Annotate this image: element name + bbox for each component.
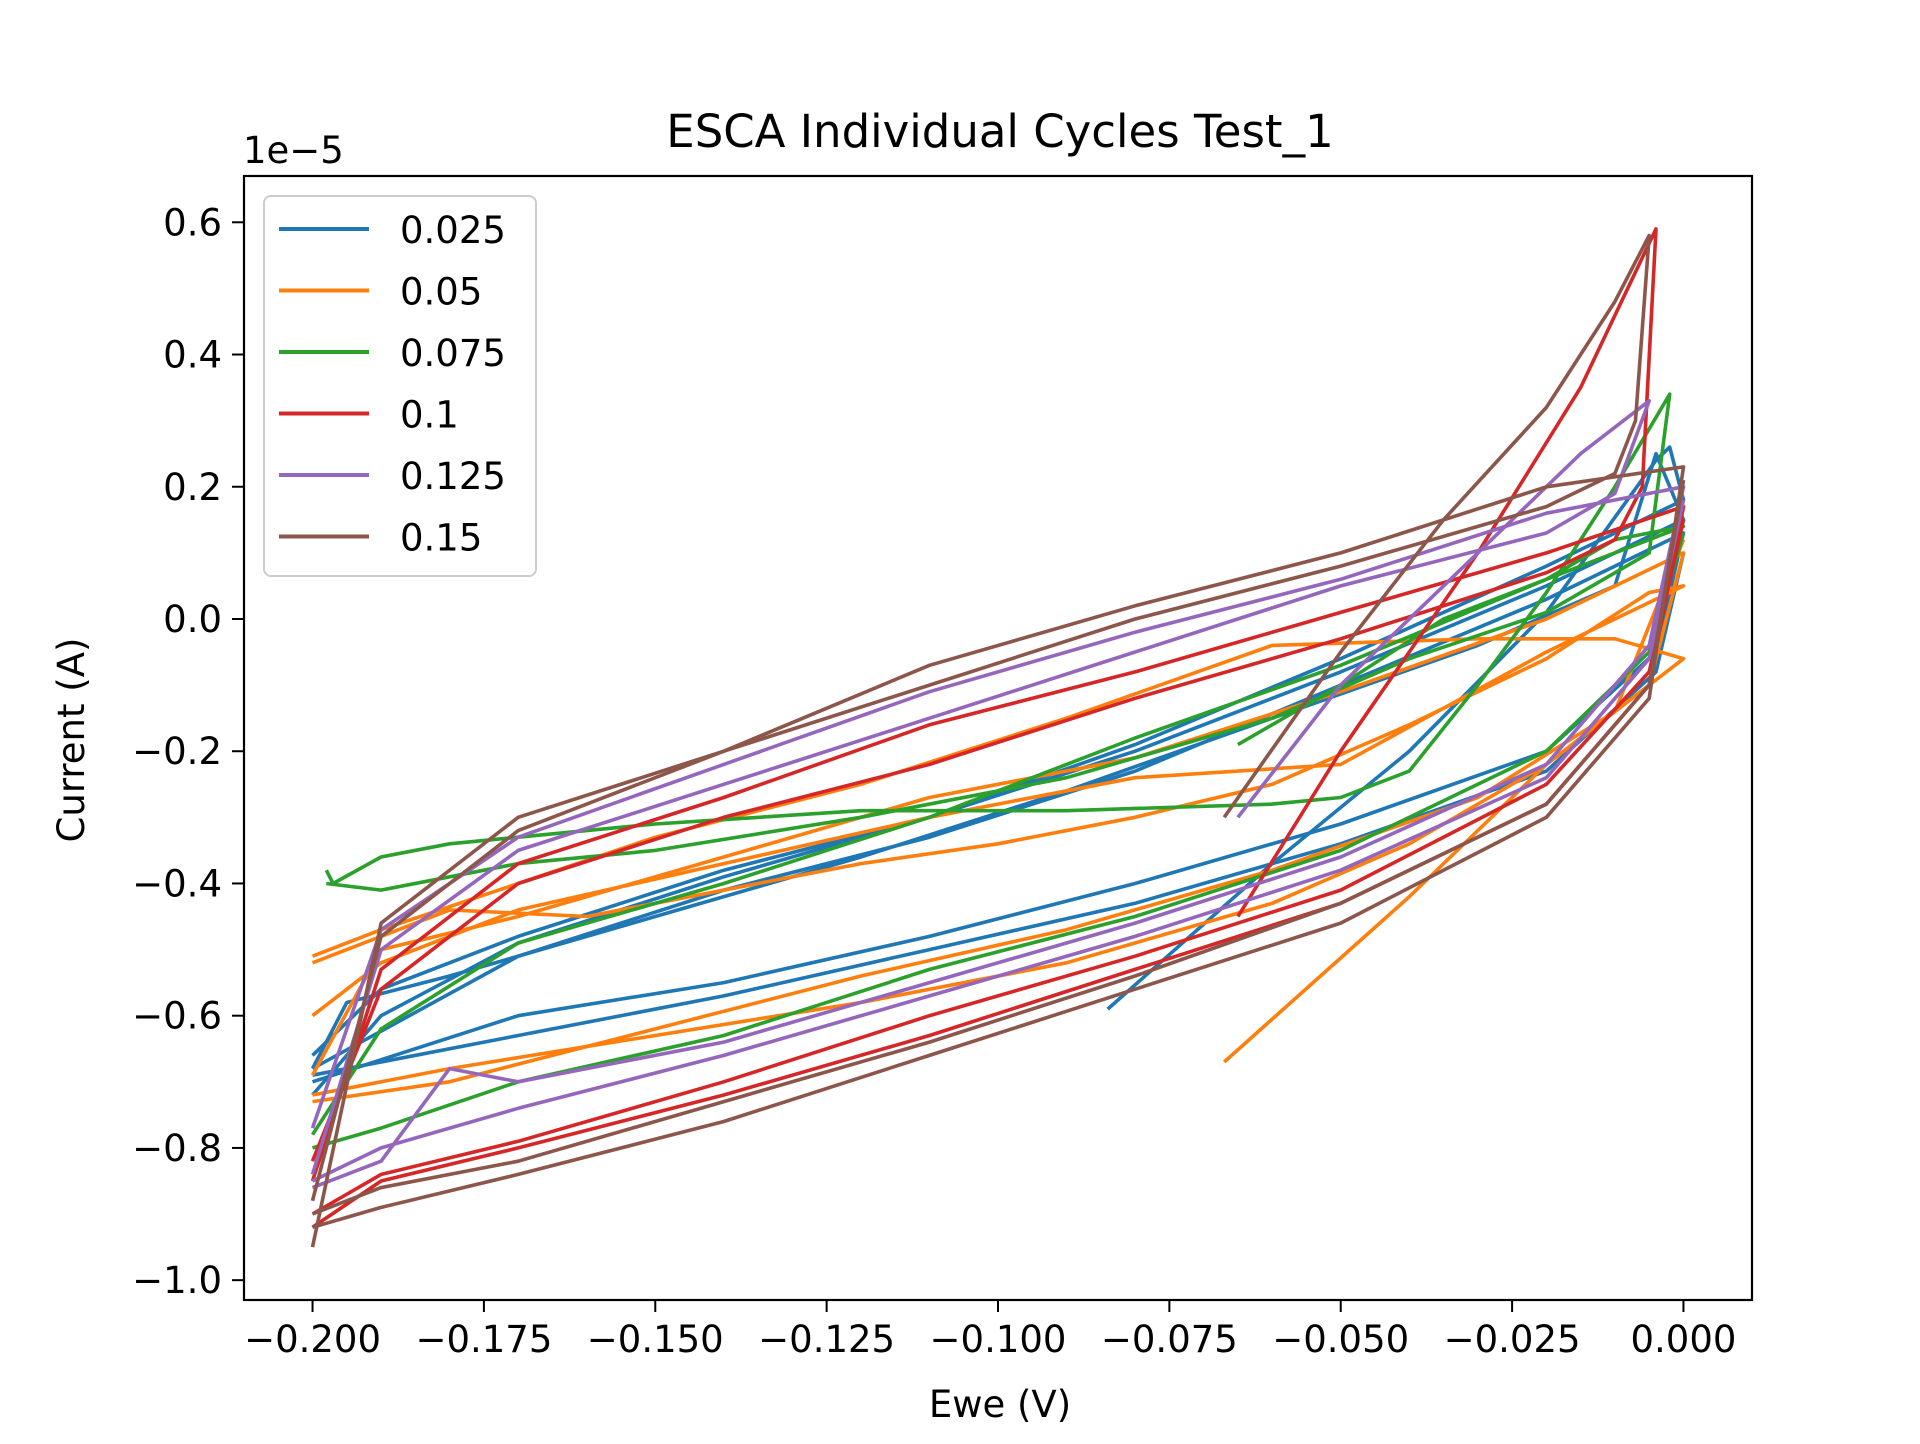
x-tick-label: −0.150 bbox=[587, 1318, 724, 1361]
y-axis-label: Current (A) bbox=[50, 638, 93, 843]
x-axis-label: Ewe (V) bbox=[929, 1383, 1071, 1426]
y-tick-label: −0.6 bbox=[132, 995, 222, 1038]
y-axis-offset-label: 1e−5 bbox=[243, 129, 344, 172]
legend-label-4: 0.125 bbox=[400, 455, 506, 498]
y-tick-label: −1.0 bbox=[132, 1259, 222, 1302]
legend-label-5: 0.15 bbox=[400, 517, 482, 560]
series-4-cycle-2-line bbox=[311, 499, 1686, 1183]
y-tick-label: −0.2 bbox=[132, 730, 222, 773]
y-tick-label: 0.6 bbox=[163, 201, 222, 244]
x-tick-label: −0.100 bbox=[930, 1318, 1067, 1361]
series-5-cycle-0-line bbox=[310, 233, 1651, 1248]
series-0-cycle-0-line bbox=[311, 445, 1686, 1057]
series-5-cycle-1-line bbox=[310, 465, 1686, 1230]
series-3-cycle-2-line bbox=[311, 519, 1686, 1216]
x-tick-label: −0.200 bbox=[244, 1318, 381, 1361]
x-axis-ticks: −0.200 −0.175 −0.150 −0.125 −0.100 −0.075 −0.0… bbox=[244, 1300, 1736, 1361]
legend-label-0: 0.025 bbox=[400, 209, 506, 252]
y-axis-ticks: 0.6 0.4 0.2 0.0 −0.2 −0.4 −0.6 −0.8 −1.0 bbox=[132, 201, 244, 1302]
series-4-cycle-1-line bbox=[310, 484, 1686, 1190]
legend: 0.025 0.05 0.075 0.1 0.125 0.15 bbox=[263, 195, 537, 577]
x-tick-label: −0.075 bbox=[1101, 1318, 1238, 1361]
x-tick-label: −0.175 bbox=[415, 1318, 552, 1361]
x-tick-label: −0.050 bbox=[1272, 1318, 1409, 1361]
plot-lines bbox=[310, 227, 1686, 1248]
legend-label-3: 0.1 bbox=[400, 394, 459, 437]
y-tick-label: −0.8 bbox=[132, 1127, 222, 1170]
x-tick-label: −0.025 bbox=[1444, 1318, 1581, 1361]
series-1-cycle-2-line bbox=[310, 551, 1686, 1097]
series-1-cycle-1-line bbox=[311, 584, 1686, 1018]
y-tick-label: 0.4 bbox=[163, 334, 222, 377]
x-tick-label: −0.125 bbox=[758, 1318, 895, 1361]
series-2-cycle-2-line bbox=[312, 532, 1686, 1150]
series-4-cycle-0-line bbox=[310, 398, 1651, 1175]
y-tick-label: 0.0 bbox=[163, 598, 222, 641]
y-tick-label: −0.4 bbox=[132, 862, 222, 905]
series-5-cycle-2-line bbox=[311, 479, 1686, 1216]
series-0-cycle-1-line bbox=[310, 451, 1686, 1097]
y-tick-label: 0.2 bbox=[163, 466, 222, 509]
legend-label-2: 0.075 bbox=[400, 332, 506, 375]
x-tick-label: 0.000 bbox=[1630, 1318, 1736, 1361]
series-2-cycle-0-line bbox=[324, 392, 1672, 892]
series-2-cycle-1-line bbox=[310, 524, 1686, 1136]
chart-title: ESCA Individual Cycles Test_1 bbox=[666, 105, 1333, 158]
legend-label-1: 0.05 bbox=[400, 271, 482, 314]
